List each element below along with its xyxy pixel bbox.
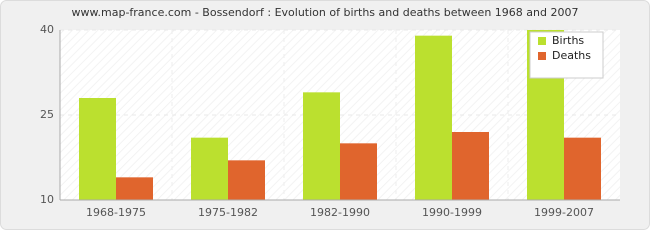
legend-swatch xyxy=(538,52,546,60)
bar xyxy=(228,160,265,200)
bar xyxy=(116,177,153,200)
bar xyxy=(564,137,601,200)
x-tick-label: 1999-2007 xyxy=(534,206,594,219)
legend: Births Deaths xyxy=(529,31,604,79)
y-tick-label: 40 xyxy=(40,23,54,36)
y-tick-label: 10 xyxy=(40,193,54,206)
page: www.map-france.com - Bossendorf : Evolut… xyxy=(0,0,650,230)
bar xyxy=(191,137,228,200)
bar xyxy=(340,143,377,200)
legend-label: Deaths xyxy=(552,49,591,62)
x-tick-label: 1975-1982 xyxy=(198,206,258,219)
chart: www.map-france.com - Bossendorf : Evolut… xyxy=(0,0,650,230)
x-tick-label: 1982-1990 xyxy=(310,206,370,219)
bar xyxy=(303,92,340,200)
bar xyxy=(452,132,489,200)
legend-swatch xyxy=(538,37,546,45)
x-tick-label: 1968-1975 xyxy=(86,206,146,219)
y-tick-label: 25 xyxy=(40,108,54,121)
legend-label: Births xyxy=(552,34,584,47)
bar xyxy=(415,35,452,200)
bar xyxy=(79,98,116,200)
chart-title: www.map-france.com - Bossendorf : Evolut… xyxy=(72,6,579,19)
x-tick-label: 1990-1999 xyxy=(422,206,482,219)
